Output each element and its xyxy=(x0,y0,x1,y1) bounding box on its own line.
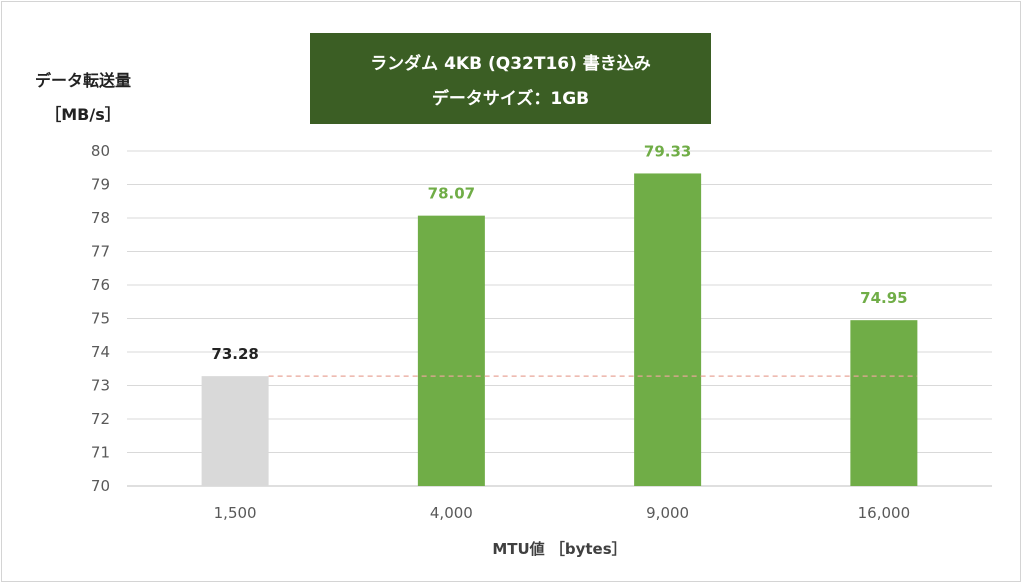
y-tick-label: 72 xyxy=(91,410,110,428)
bars xyxy=(201,173,918,486)
y-axis-label-line-2: ［MB/s］ xyxy=(45,105,121,124)
y-tick-label: 78 xyxy=(91,209,110,227)
bar-4000 xyxy=(417,215,485,486)
y-tick-label: 80 xyxy=(91,142,110,160)
y-tick-label: 74 xyxy=(91,343,110,361)
chart-title-line-1: ランダム 4KB (Q32T16) 書き込み xyxy=(370,53,651,74)
y-axis-label-line-1: データ転送量 xyxy=(34,71,131,90)
x-tick-label: 4,000 xyxy=(430,504,473,522)
x-axis-label: MTU値 ［bytes］ xyxy=(492,540,626,558)
y-tick-label: 73 xyxy=(91,377,110,395)
chart-title-line-2: データサイズ：1GB xyxy=(431,88,590,109)
gridlines xyxy=(127,150,992,487)
x-tick-labels: 1,500 4,000 9,000 16,000 xyxy=(214,504,910,522)
y-tick-label: 70 xyxy=(91,477,110,495)
y-axis-label: データ転送量 ［MB/s］ xyxy=(18,64,148,132)
y-tick-label: 75 xyxy=(91,310,110,328)
y-tick-label: 71 xyxy=(91,444,110,462)
y-tick-labels: 70 71 72 73 74 75 76 77 78 79 80 xyxy=(91,142,110,495)
y-tick-label: 77 xyxy=(91,243,110,261)
x-tick-label: 16,000 xyxy=(858,504,911,522)
data-label: 78.07 xyxy=(428,185,475,203)
x-tick-label: 1,500 xyxy=(214,504,257,522)
bar-1500 xyxy=(201,376,269,486)
data-label: 74.95 xyxy=(860,289,907,307)
y-tick-label: 76 xyxy=(91,276,110,294)
chart-title: ランダム 4KB (Q32T16) 書き込み データサイズ：1GB xyxy=(310,33,711,124)
data-label: 79.33 xyxy=(644,142,691,160)
bar-16000 xyxy=(850,320,918,486)
y-tick-label: 79 xyxy=(91,176,110,194)
data-labels: 73.28 78.07 79.33 74.95 xyxy=(211,142,907,363)
bar-9000 xyxy=(634,173,702,486)
x-tick-label: 9,000 xyxy=(646,504,689,522)
data-label: 73.28 xyxy=(211,345,258,363)
